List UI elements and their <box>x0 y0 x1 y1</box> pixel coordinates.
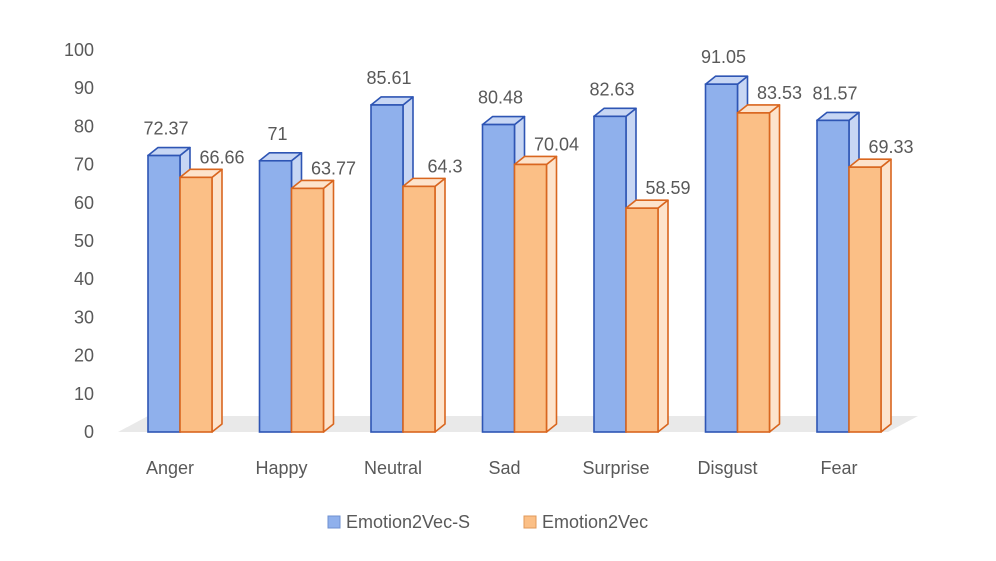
bar-side-face <box>768 104 781 433</box>
bar-side-face <box>434 177 446 433</box>
y-tick-label: 30 <box>74 307 94 327</box>
bar-front-face <box>848 166 882 433</box>
bar-front-face <box>816 119 850 433</box>
bar-emotion2vec-anger <box>179 168 223 433</box>
x-category-label: Anger <box>146 458 194 478</box>
bar-front-face <box>704 83 739 433</box>
bar-front-face <box>258 159 293 433</box>
bar-side-face <box>657 199 669 433</box>
y-tick-label: 50 <box>74 231 94 251</box>
bar-front-face <box>625 207 659 433</box>
x-category-label: Fear <box>820 458 857 478</box>
legend-swatch-emotion2vec-s <box>327 515 341 529</box>
bar-front-face <box>593 115 627 433</box>
bar-emotion2vec-surprise <box>625 199 669 433</box>
legend-label-emotion2vec-s: Emotion2Vec-S <box>346 512 470 532</box>
data-label-emotion2vec-s-disgust: 91.05 <box>701 47 746 67</box>
data-label-emotion2vec-disgust: 83.53 <box>757 83 802 103</box>
data-label-emotion2vec-s-sad: 80.48 <box>478 88 523 108</box>
y-tick-label: 60 <box>74 193 94 213</box>
data-label-emotion2vec-s-surprise: 82.63 <box>589 79 634 99</box>
bar-front-face <box>513 163 548 433</box>
data-labels: 72.37 66.66 71 63.77 85.61 64.3 80.48 70.04 82.6… <box>143 47 913 198</box>
y-tick-label: 90 <box>74 78 94 98</box>
legend-label-emotion2vec: Emotion2Vec <box>542 512 648 532</box>
bar-side-face <box>880 158 892 433</box>
y-tick-label: 80 <box>74 116 94 136</box>
data-label-emotion2vec-s-fear: 81.57 <box>812 83 857 103</box>
data-label-emotion2vec-sad: 70.04 <box>534 134 579 154</box>
bar-emotion2vec-neutral <box>402 177 446 433</box>
data-label-emotion2vec-s-anger: 72.37 <box>143 119 188 139</box>
y-tick-label: 20 <box>74 346 94 366</box>
y-tick-label: 40 <box>74 269 94 289</box>
x-category-label: Happy <box>255 458 307 478</box>
bar-front-face <box>147 154 181 433</box>
bar-front-face <box>481 123 516 433</box>
data-label-emotion2vec-s-happy: 71 <box>267 124 287 144</box>
bar-front-face <box>290 187 325 433</box>
bar-side-face <box>211 168 223 433</box>
data-label-emotion2vec-anger: 66.66 <box>199 147 244 167</box>
y-tick-label: 0 <box>84 422 94 442</box>
bars <box>147 75 892 433</box>
bar-front-face <box>402 185 436 433</box>
x-category-label: Sad <box>488 458 520 478</box>
bar-front-face <box>736 112 771 433</box>
bar-front-face <box>370 104 404 433</box>
y-tick-label: 70 <box>74 155 94 175</box>
x-category-label: Neutral <box>364 458 422 478</box>
bar-side-face <box>545 155 558 433</box>
bar-front-face <box>179 176 213 433</box>
legend: Emotion2Vec-S Emotion2Vec <box>327 512 648 532</box>
y-tick-label: 10 <box>74 384 94 404</box>
x-axis: Anger Happy Neutral Sad Surprise Disgust Fear <box>146 458 858 478</box>
data-label-emotion2vec-s-neutral: 85.61 <box>366 68 411 88</box>
legend-swatch-emotion2vec <box>523 515 537 529</box>
bar-emotion2vec-disgust <box>736 104 781 433</box>
data-label-emotion2vec-neutral: 64.3 <box>427 156 462 176</box>
y-axis: 0 10 20 30 40 50 60 70 80 90 100 <box>64 40 94 442</box>
data-label-emotion2vec-fear: 69.33 <box>868 137 913 157</box>
bar-emotion2vec-fear <box>848 158 892 433</box>
bar-side-face <box>322 179 335 433</box>
bar-emotion2vec-happy <box>290 179 335 433</box>
bar-emotion2vec-sad <box>513 155 558 433</box>
x-category-label: Surprise <box>582 458 649 478</box>
data-label-emotion2vec-happy: 63.77 <box>311 158 356 178</box>
y-tick-label: 100 <box>64 40 94 60</box>
data-label-emotion2vec-surprise: 58.59 <box>645 178 690 198</box>
x-category-label: Disgust <box>697 458 757 478</box>
